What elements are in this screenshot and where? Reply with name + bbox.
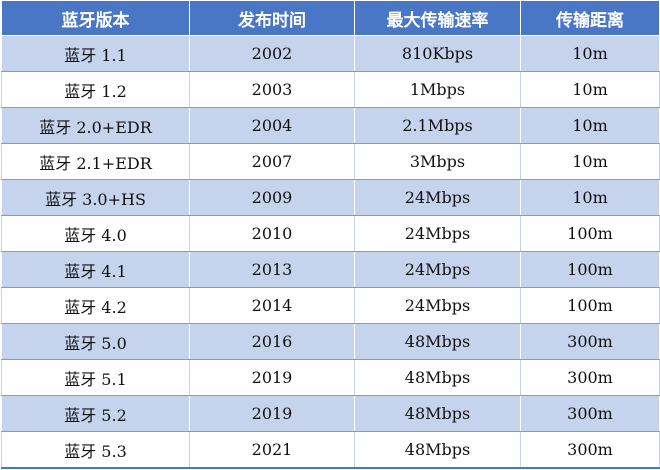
cell-release-date: 2019 [189, 395, 355, 432]
cell-release-date: 2016 [189, 323, 355, 360]
cell-max-rate: 48Mbps [354, 323, 521, 360]
cell-release-date: 2021 [189, 431, 355, 469]
cell-release-date: 2010 [189, 215, 355, 252]
cell-max-rate: 48Mbps [354, 359, 521, 396]
header-max-rate: 最大传输速率 [354, 0, 521, 36]
cell-max-rate: 1Mbps [354, 71, 521, 108]
cell-release-date: 2002 [189, 35, 355, 72]
cell-release-date: 2019 [189, 359, 355, 396]
table-row: 蓝牙 5.2 2019 48Mbps 300m [1, 395, 660, 432]
cell-max-rate: 48Mbps [354, 395, 521, 432]
cell-range: 300m [520, 431, 660, 469]
table-row: 蓝牙 4.2 2014 24Mbps 100m [1, 287, 660, 324]
table-row: 蓝牙 4.1 2013 24Mbps 100m [1, 251, 660, 288]
cell-version: 蓝牙 5.3 [1, 431, 190, 469]
cell-release-date: 2007 [189, 143, 355, 180]
cell-max-rate: 810Kbps [354, 35, 521, 72]
cell-range: 100m [520, 251, 660, 288]
cell-range: 10m [520, 107, 660, 144]
cell-max-rate: 2.1Mbps [354, 107, 521, 144]
header-range: 传输距离 [520, 0, 660, 36]
cell-max-rate: 24Mbps [354, 251, 521, 288]
table-header: 蓝牙版本 发布时间 最大传输速率 传输距离 [1, 0, 660, 36]
cell-range: 10m [520, 143, 660, 180]
table-row: 蓝牙 5.1 2019 48Mbps 300m [1, 359, 660, 396]
cell-version: 蓝牙 1.2 [1, 71, 190, 108]
cell-version: 蓝牙 2.1+EDR [1, 143, 190, 180]
cell-range: 300m [520, 359, 660, 396]
cell-version: 蓝牙 4.0 [1, 215, 190, 252]
table-row: 蓝牙 1.1 2002 810Kbps 10m [1, 35, 660, 72]
table-row: 蓝牙 5.0 2016 48Mbps 300m [1, 323, 660, 360]
table-row: 蓝牙 5.3 2021 48Mbps 300m [1, 431, 660, 469]
cell-version: 蓝牙 1.1 [1, 35, 190, 72]
cell-max-rate: 24Mbps [354, 179, 521, 216]
cell-range: 100m [520, 287, 660, 324]
cell-range: 300m [520, 395, 660, 432]
cell-max-rate: 3Mbps [354, 143, 521, 180]
header-release-date: 发布时间 [189, 0, 355, 36]
cell-range: 300m [520, 323, 660, 360]
table-row: 蓝牙 2.1+EDR 2007 3Mbps 10m [1, 143, 660, 180]
cell-release-date: 2004 [189, 107, 355, 144]
cell-release-date: 2003 [189, 71, 355, 108]
cell-version: 蓝牙 2.0+EDR [1, 107, 190, 144]
cell-version: 蓝牙 4.1 [1, 251, 190, 288]
cell-release-date: 2009 [189, 179, 355, 216]
cell-version: 蓝牙 5.0 [1, 323, 190, 360]
table-row: 蓝牙 1.2 2003 1Mbps 10m [1, 71, 660, 108]
cell-version: 蓝牙 5.2 [1, 395, 190, 432]
table-row: 蓝牙 4.0 2010 24Mbps 100m [1, 215, 660, 252]
cell-range: 10m [520, 71, 660, 108]
cell-range: 10m [520, 179, 660, 216]
cell-version: 蓝牙 4.2 [1, 287, 190, 324]
cell-range: 100m [520, 215, 660, 252]
table-row: 蓝牙 3.0+HS 2009 24Mbps 10m [1, 179, 660, 216]
cell-version: 蓝牙 5.1 [1, 359, 190, 396]
table-body: 蓝牙 1.1 2002 810Kbps 10m 蓝牙 1.2 2003 1Mbp… [1, 35, 660, 469]
cell-release-date: 2014 [189, 287, 355, 324]
cell-max-rate: 48Mbps [354, 431, 521, 469]
header-row: 蓝牙版本 发布时间 最大传输速率 传输距离 [1, 0, 660, 36]
cell-max-rate: 24Mbps [354, 215, 521, 252]
cell-range: 10m [520, 35, 660, 72]
cell-release-date: 2013 [189, 251, 355, 288]
header-version: 蓝牙版本 [1, 0, 190, 36]
cell-version: 蓝牙 3.0+HS [1, 179, 190, 216]
table-row: 蓝牙 2.0+EDR 2004 2.1Mbps 10m [1, 107, 660, 144]
cell-max-rate: 24Mbps [354, 287, 521, 324]
